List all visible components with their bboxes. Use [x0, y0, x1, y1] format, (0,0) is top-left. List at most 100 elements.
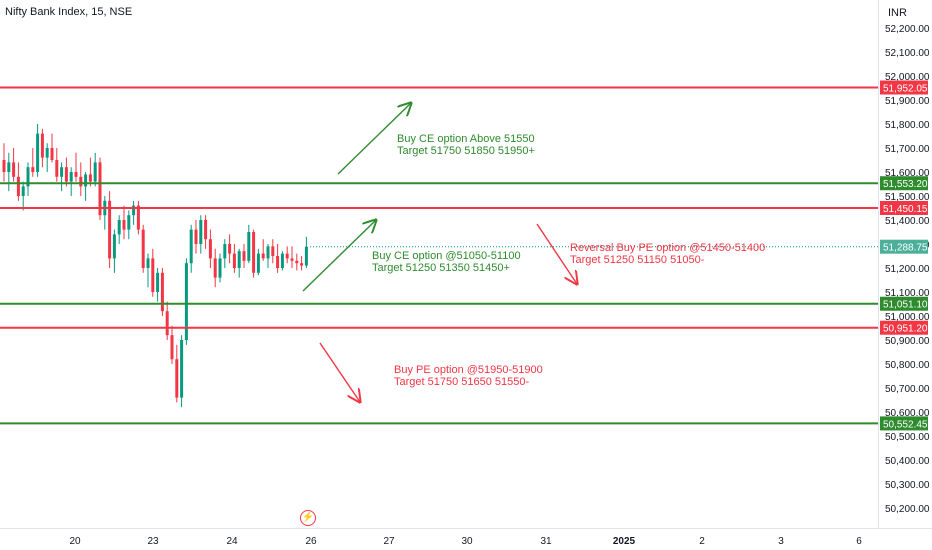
candle[interactable]	[261, 239, 265, 261]
candle[interactable]	[223, 239, 227, 268]
candle[interactable]	[112, 229, 116, 273]
candle[interactable]	[151, 248, 155, 297]
candle[interactable]	[256, 248, 260, 276]
price-tag[interactable]: 51,450.15	[880, 200, 928, 215]
candle-body	[290, 258, 294, 261]
arrow-reversal-pe[interactable]	[536, 223, 577, 284]
candle[interactable]	[276, 244, 280, 273]
y-tick-label: 50,700.00	[885, 384, 930, 395]
time-axis[interactable]: 20 23 24 26 27 30 31 2025 2 3 6	[69, 536, 862, 547]
candle[interactable]	[199, 215, 203, 254]
candle-body	[36, 133, 40, 172]
candle[interactable]	[165, 301, 169, 340]
annotation-text[interactable]: Reversal Buy PE option @51450-51400 Targe…	[570, 242, 765, 266]
candle[interactable]	[117, 215, 121, 244]
candle[interactable]	[271, 239, 275, 264]
candle[interactable]	[280, 251, 284, 271]
candle[interactable]	[103, 196, 107, 230]
candle[interactable]	[156, 268, 160, 302]
candle[interactable]	[26, 162, 30, 196]
candle[interactable]	[108, 191, 112, 268]
candle-body	[199, 220, 203, 244]
candle[interactable]	[247, 224, 251, 264]
candle[interactable]	[252, 229, 256, 278]
candle[interactable]	[127, 210, 131, 240]
candle[interactable]	[93, 152, 97, 187]
candle[interactable]	[40, 128, 44, 168]
candle[interactable]	[132, 200, 136, 225]
candle[interactable]	[189, 224, 193, 273]
price-tag[interactable]: 51,952.05	[880, 80, 928, 95]
candle[interactable]	[160, 268, 164, 316]
arrow-buy-pe[interactable]	[319, 342, 360, 402]
price-tag[interactable]: 50,951.20	[880, 320, 928, 335]
arrow-buy-ce-at[interactable]	[302, 220, 376, 292]
candle[interactable]	[232, 244, 236, 273]
candle[interactable]	[79, 162, 83, 196]
candle-body	[160, 272, 164, 312]
price-tag[interactable]: 51,553.20	[880, 176, 928, 191]
candle[interactable]	[213, 248, 217, 288]
candle[interactable]	[84, 172, 88, 201]
candle[interactable]	[170, 325, 174, 364]
candle[interactable]	[64, 157, 68, 187]
candle[interactable]	[218, 253, 222, 283]
candles-layer	[2, 124, 308, 408]
candle-body	[50, 148, 54, 160]
candle[interactable]	[55, 148, 59, 182]
candle[interactable]	[208, 229, 212, 268]
candle[interactable]	[69, 167, 73, 196]
candle-body	[69, 172, 73, 182]
candle[interactable]	[146, 253, 150, 288]
candle-body	[247, 232, 251, 261]
price-tag[interactable]: 51,051.10	[880, 296, 928, 311]
candle[interactable]	[285, 246, 289, 264]
candle[interactable]	[184, 258, 188, 345]
candle[interactable]	[141, 224, 145, 273]
candle[interactable]	[266, 244, 270, 268]
candle[interactable]	[204, 215, 208, 249]
currency-label[interactable]: INR	[888, 7, 907, 19]
candle[interactable]	[12, 148, 16, 182]
candle[interactable]	[50, 133, 54, 163]
candle[interactable]	[88, 157, 92, 187]
price-axis[interactable]: 52,200.00 52,100.00 52,000.00 51,900.00 51,8…	[880, 24, 930, 515]
price-tag[interactable]: 51,288.75	[880, 239, 928, 254]
candle-body	[93, 162, 97, 182]
candle[interactable]	[136, 200, 140, 235]
candle[interactable]	[74, 152, 78, 182]
candle[interactable]	[237, 248, 241, 278]
annotation-text[interactable]: Buy CE option Above 51550 Target 51750 51…	[397, 133, 535, 157]
candle[interactable]	[300, 256, 304, 271]
candle[interactable]	[228, 234, 232, 264]
flash-icon[interactable]: ⚡	[300, 510, 316, 526]
candle[interactable]	[194, 220, 198, 254]
candle-body	[21, 186, 25, 196]
candle[interactable]	[175, 344, 179, 403]
annotation-text[interactable]: Buy CE option @51050-51100 Target 51250 5…	[372, 250, 521, 274]
candle[interactable]	[122, 205, 126, 240]
arrow-buy-ce-above[interactable]	[337, 103, 411, 175]
candle[interactable]	[242, 244, 246, 268]
candle[interactable]	[21, 181, 25, 211]
candle[interactable]	[31, 148, 35, 177]
candle[interactable]	[304, 236, 308, 268]
candle-body	[232, 253, 236, 268]
candle[interactable]	[290, 246, 294, 268]
candle[interactable]	[98, 157, 102, 220]
candle[interactable]	[16, 162, 20, 201]
x-tick-label: 23	[147, 536, 159, 547]
price-tag[interactable]: 50,552.45	[880, 416, 928, 431]
candle[interactable]	[2, 143, 6, 182]
candle[interactable]	[36, 124, 40, 177]
candle[interactable]	[45, 143, 49, 172]
candle-body	[79, 176, 83, 187]
candle-body	[40, 133, 44, 158]
candle[interactable]	[7, 152, 11, 192]
candle[interactable]	[60, 162, 64, 192]
candle[interactable]	[295, 253, 299, 271]
annotation-text[interactable]: Buy PE option @51950-51900 Target 51750 5…	[394, 364, 543, 388]
candle[interactable]	[180, 335, 184, 408]
x-tick-label: 31	[540, 536, 552, 547]
